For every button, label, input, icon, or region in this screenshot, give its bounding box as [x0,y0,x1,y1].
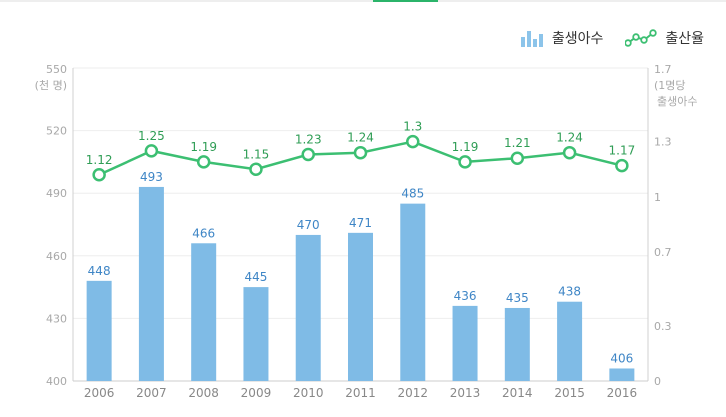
fertility-rate-label: 1.21 [504,136,531,150]
x-axis-tick-label: 2012 [397,386,428,400]
bar-value-label: 445 [245,270,268,284]
left-axis-tick-label: 490 [46,187,67,200]
right-axis-tick-label: 0.3 [654,320,672,333]
bar [86,280,112,381]
x-axis-tick-label: 2010 [293,386,324,400]
fertility-rate-point [144,144,159,158]
fertility-rate-point [196,155,211,169]
fertility-rate-label: 1.23 [295,133,322,147]
bar-value-label: 436 [454,289,477,303]
chart-legend: 출생아수 출산율 [520,28,704,48]
left-axis-tick-label: 520 [46,125,67,138]
fertility-rate-point [510,151,525,165]
right-axis-tick-label: 1.3 [654,136,672,149]
legend-label-rate: 출산율 [665,31,704,47]
bar-value-label: 471 [349,216,372,230]
fertility-rate-label: 1.25 [138,129,165,143]
x-axis-tick-label: 2008 [188,386,219,400]
bar [504,307,530,381]
fertility-rate-label: 1.24 [347,131,374,145]
fertility-rate-label: 1.15 [243,147,270,161]
top-rule [0,0,726,2]
fertility-rate-label: 1.3 [403,120,422,134]
fertility-rate-point [406,134,420,149]
left-axis-title-line: 550 [46,63,67,76]
bar [243,287,269,381]
fertility-rate-point [353,145,368,160]
line-chart-icon [625,29,658,47]
right-axis-tick-label: 1 [654,191,661,204]
bar [452,305,478,381]
legend-item-rate[interactable]: 출산율 [625,28,704,48]
fertility-rate-point [301,147,315,162]
bar-value-label: 485 [401,187,424,201]
x-axis-tick-label: 2007 [136,386,167,400]
bar [191,243,217,381]
bar-value-label: 435 [506,291,529,305]
fertility-rate-point [249,162,263,177]
bar [609,368,635,381]
left-axis-title-line: (천 명) [35,78,67,92]
fertility-rate-point [615,158,629,173]
active-tab-indicator [373,0,438,2]
bar [557,301,583,381]
left-axis-tick-label: 400 [46,375,67,388]
fertility-rate-label: 1.17 [609,144,636,158]
bar-chart-icon [520,31,543,47]
right-axis-tick-label: 0 [654,375,661,388]
right-axis-title-line: 출생아수 [657,95,697,108]
right-axis-title-line: 1.7 [654,63,672,76]
x-axis-tick-label: 2006 [84,386,115,400]
fertility-rate-point [92,168,106,182]
bar [400,203,426,381]
left-axis-tick-label: 430 [46,312,67,325]
bar-value-label: 406 [610,351,633,365]
bar-value-label: 438 [558,285,581,299]
x-axis-tick-label: 2009 [241,386,272,400]
legend-item-births[interactable]: 출생아수 [520,28,604,48]
bar [138,186,164,381]
right-axis-tick-label: 0.7 [654,246,672,259]
bar-value-label: 448 [88,264,111,278]
x-axis-tick-label: 2016 [607,386,638,400]
right-axis-title-line: (1명당 [654,79,686,92]
x-axis-tick-label: 2015 [554,386,585,400]
x-axis-tick-label: 2011 [345,386,376,400]
fertility-rate-label: 1.24 [556,131,583,145]
fertility-rate-label: 1.19 [190,140,217,154]
bar [295,234,321,381]
left-axis-tick-label: 460 [46,250,67,263]
bar-value-label: 466 [192,226,215,240]
fertility-rate-label: 1.19 [452,140,479,154]
legend-label-births: 출생아수 [551,31,604,47]
x-axis-tick-label: 2013 [450,386,481,400]
fertility-rate-label: 1.12 [86,153,113,167]
bar-value-label: 470 [297,218,320,232]
bar-value-label: 493 [140,170,163,184]
x-axis-tick-label: 2014 [502,386,533,400]
fertility-rate-point [458,155,472,169]
fertility-rate-point [562,145,577,160]
bar [348,232,373,381]
